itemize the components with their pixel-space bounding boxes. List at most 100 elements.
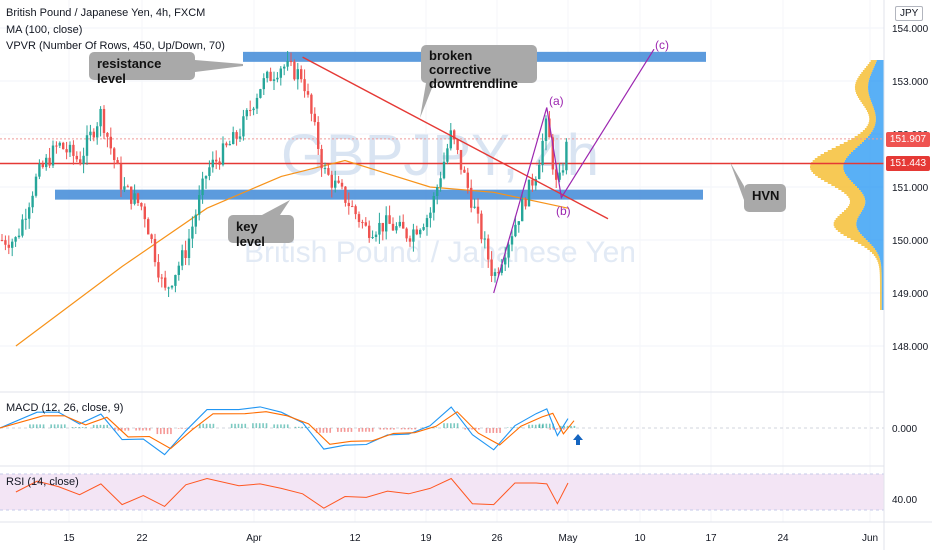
candle-up [507,244,510,258]
volume-bar-up [856,220,884,222]
candle-down [62,142,65,150]
macd-histogram-bar [528,424,530,428]
volume-bar-up [858,230,884,232]
candle-down [476,206,480,214]
volume-bar-down [810,164,844,166]
time-tick-label: 22 [136,533,148,544]
volume-bar-down [817,176,848,178]
ma-line [15,159,569,347]
wave-b-label: (b) [556,204,571,218]
drawings [195,48,744,294]
candle-up [262,78,265,90]
candle-up [255,97,259,109]
macd-histogram-bar [562,428,565,430]
time-axis: 15 22 Apr 12 19 26 May 10 17 24 Jun [63,533,878,544]
candle-up [521,199,524,222]
candle-up [541,140,544,165]
volume-bar-down [879,276,882,278]
macd-histogram-bar [506,427,509,428]
volume-bar-down [879,292,882,294]
volume-bar-down [860,132,872,134]
candle-down [330,174,333,188]
volume-bar-up [879,256,884,258]
volume-bar-down [859,74,871,76]
volume-bar-down [833,222,857,224]
volume-bar-down [857,96,870,98]
time-tick-label: 24 [777,533,789,544]
volume-bar-up [864,198,884,200]
volume-bar-down [820,178,850,180]
candle-up [449,130,452,149]
candle-up [177,265,180,275]
currency-badge[interactable]: JPY [895,6,924,21]
macd-histogram-bar [492,428,495,433]
macd-histogram-bar [371,428,374,432]
price-tick-label: 151.000 [892,183,929,194]
volume-bar-down [846,236,864,238]
macd-histogram-bar [386,428,388,430]
volume-bar-up [868,84,884,86]
volume-bar-down [866,110,875,112]
candle-up [429,212,432,219]
volume-bar-up [844,170,884,172]
volume-bar-up [875,122,884,124]
macd-histogram-bar [71,427,74,428]
volume-bar-down [878,264,882,266]
candle-down [116,160,119,164]
volume-bar-up [865,202,884,204]
volume-bar-up [881,286,884,288]
volume-bar-up [849,178,884,180]
candle-down [235,132,238,139]
volume-bar-up [875,64,884,66]
volume-bar-up [875,62,884,64]
candle-up [208,167,211,177]
volume-bar-up [869,96,884,98]
candle-up [504,257,507,265]
macd-histogram-bar [560,425,562,428]
macd-histogram-bar [177,428,180,429]
volume-bar-up [871,244,884,246]
volume-bar-up [872,70,884,72]
volume-bar-up [870,98,884,100]
candle-up [242,116,245,137]
candle-up [514,224,517,237]
volume-bar-down [810,168,844,170]
macd-histogram-bar [234,423,236,428]
candle-up [283,66,286,69]
candle-up [21,219,24,236]
candle-down [313,113,316,123]
volume-bar-up [860,212,884,214]
rsi-legend: RSI (14, close) [6,476,79,488]
macd-histogram-bar [471,428,473,430]
volume-bar-down [854,86,869,88]
candle-down [102,108,106,133]
candle-up [167,287,170,289]
candle-down [351,206,354,208]
volume-bar-up [881,264,884,266]
volume-bar-up [881,276,884,278]
callout-pointer [262,200,290,215]
candle-up [82,155,85,165]
volume-bar-down [824,180,852,182]
volume-bar-down [840,232,861,234]
callout-pointer [420,83,434,118]
volume-bar-up [868,80,884,82]
price-tick-label: 149.000 [892,289,929,300]
volume-bar-down [879,298,882,300]
price-tag-upper: 151.907 [886,132,930,147]
macd-histogram-bar [340,428,343,432]
candle-up [374,234,378,238]
volume-bar-down [835,228,858,230]
macd-histogram-bar [294,426,297,428]
candle-down [466,172,469,188]
macd-histogram-bar [127,428,130,431]
volume-bar-up [849,154,884,156]
volume-bar-up [853,182,884,184]
time-tick-label: 26 [491,533,503,544]
macd-histogram-bar [435,427,438,428]
volume-bar-down [879,290,882,292]
candle-down [160,277,163,279]
volume-bar-up [855,184,884,186]
volume-bar-down [879,302,882,304]
